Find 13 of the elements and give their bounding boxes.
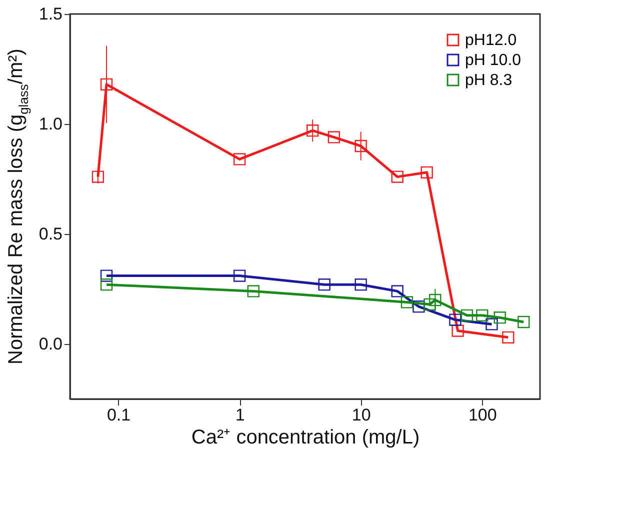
legend-label: pH 10.0 xyxy=(465,52,522,69)
legend-label: pH 8.3 xyxy=(465,72,512,89)
y-axis-title: Normalized Re mass loss (gglass/m²) xyxy=(5,48,31,364)
y-tick-label: 0.0 xyxy=(38,334,62,354)
x-tick-label: 10 xyxy=(352,406,371,424)
y-tick-label: 1.5 xyxy=(38,4,62,24)
x-tick-label: 0.1 xyxy=(106,406,131,424)
legend-label: pH12.0 xyxy=(465,32,517,49)
x-axis-title: Ca²⁺ concentration (mg/L) xyxy=(191,426,420,448)
y-tick-label: 0.5 xyxy=(38,224,62,244)
x-tick-label: 1 xyxy=(235,406,245,424)
x-tick-label: 100 xyxy=(468,406,497,424)
y-tick-label: 1.0 xyxy=(38,114,62,134)
